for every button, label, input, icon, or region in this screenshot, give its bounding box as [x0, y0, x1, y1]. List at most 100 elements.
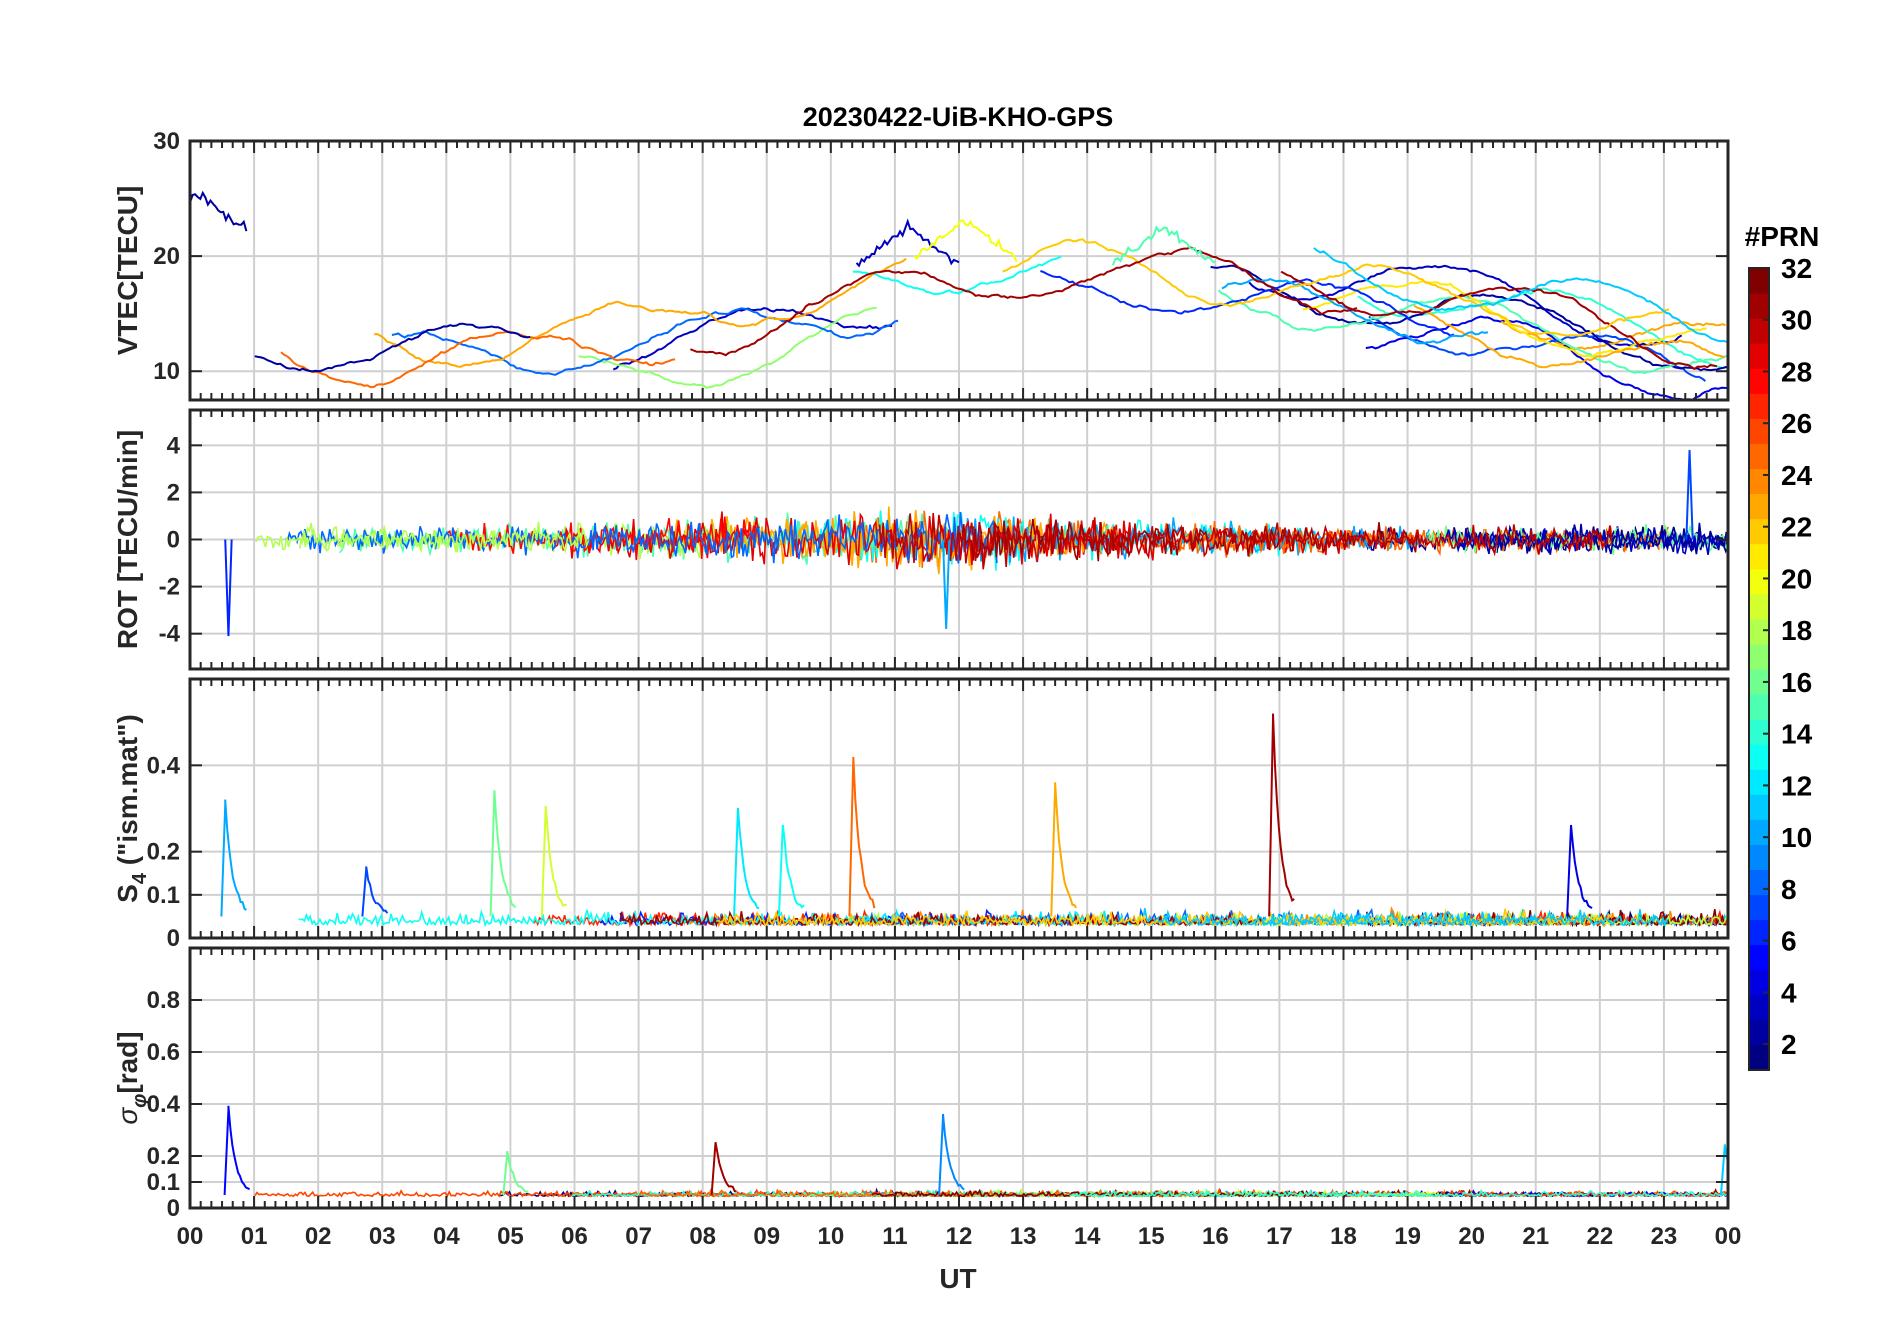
colorbar-segment	[1749, 368, 1769, 394]
x-tick-label: 03	[369, 1223, 396, 1250]
colorbar-segment	[1749, 643, 1769, 670]
rot-spike-line	[1685, 449, 1694, 540]
chart-title: 20230422-UiB-KHO-GPS	[803, 102, 1114, 132]
y-axis-label-s4: S4 ("ism.mat")	[112, 714, 151, 903]
y-tick-label: 0	[167, 1195, 180, 1222]
vtec-series-line	[1221, 278, 1489, 345]
x-tick-label: 16	[1202, 1223, 1229, 1250]
x-tick-label: 06	[561, 1223, 588, 1250]
x-tick-label: 00	[1715, 1223, 1742, 1250]
vtec-series-line	[612, 307, 893, 371]
vtec-series-line	[374, 257, 907, 368]
x-tick-label: 05	[497, 1223, 524, 1250]
x-tick-label: 14	[1074, 1223, 1101, 1250]
tick-marks-sigma_phi	[189, 948, 1729, 1209]
colorbar-tick-label: 28	[1781, 356, 1812, 387]
colorbar-segment	[1749, 543, 1769, 570]
colorbar-segment	[1749, 794, 1769, 820]
y-tick-label: 2	[167, 479, 180, 506]
vtec-peak-line	[190, 190, 248, 232]
x-tick-label: 21	[1522, 1223, 1549, 1250]
sigma_phi-spike-line	[502, 1150, 529, 1196]
colorbar-tick-label: 26	[1781, 408, 1812, 439]
x-tick-label: 10	[817, 1223, 844, 1250]
colorbar-segment	[1749, 568, 1769, 595]
vtec-series-line	[280, 330, 676, 389]
vtec-series-line	[852, 255, 1062, 296]
s4-series-line	[1156, 908, 1668, 928]
vtec-series-line	[1313, 247, 1728, 344]
y-tick-label: 0.4	[147, 752, 181, 779]
colorbar-segment	[1749, 944, 1769, 971]
s4-spike-line	[848, 756, 876, 917]
sigma_phi-series-line	[1069, 1188, 1728, 1198]
y-tick-label: 0	[167, 925, 180, 952]
colorbar-tick-label: 20	[1781, 563, 1812, 594]
sigma_phi-spike-line	[710, 1142, 737, 1196]
colorbar-segment	[1749, 468, 1769, 495]
colorbar-segment	[1749, 819, 1769, 845]
sigma_phi-spike-line	[938, 1113, 965, 1196]
y-tick-label: 0.4	[147, 1091, 181, 1118]
vtec-series-line	[1040, 270, 1455, 337]
s4-spike-line	[540, 805, 567, 917]
colorbar-segment	[1749, 393, 1769, 419]
x-tick-label: 17	[1266, 1223, 1293, 1250]
series-group-vtec	[190, 190, 1728, 400]
vtec-series-line	[1500, 320, 1726, 351]
series-group-rot	[224, 449, 1728, 637]
tick-marks-rot	[189, 410, 1729, 669]
s4-spike-line	[777, 824, 805, 917]
colorbar-tick-label: 30	[1781, 305, 1812, 336]
colorbar-segment	[1749, 1044, 1769, 1071]
y-tick-label: -4	[159, 621, 181, 648]
y-tick-label: 0.6	[147, 1039, 180, 1066]
colorbar-tick-label: 8	[1781, 874, 1797, 905]
s4-spike-line	[489, 790, 517, 917]
series-group-sigma_phi	[223, 1105, 1728, 1199]
rot-spike-line	[941, 539, 951, 630]
colorbar-tick-label: 24	[1781, 460, 1813, 491]
tick-marks-vtec	[189, 140, 1729, 400]
colorbar-tick-label: 32	[1781, 253, 1812, 284]
y-axis-label-vtec: VTEC[TECU]	[112, 186, 143, 356]
colorbar-tick-label: 2	[1781, 1029, 1797, 1060]
colorbar-tick-label: 4	[1781, 977, 1797, 1008]
y-tick-label: 0.1	[147, 1169, 180, 1196]
x-tick-label: 12	[946, 1223, 973, 1250]
colorbar-tick-label: 10	[1781, 822, 1812, 853]
rot-spike-line	[224, 539, 233, 637]
vtec-series-line	[254, 322, 531, 373]
colorbar-segment	[1749, 869, 1769, 896]
s4-spike-line	[361, 866, 389, 917]
sigma_phi-spike-line	[223, 1105, 251, 1196]
x-tick-label: 20	[1458, 1223, 1485, 1250]
panel-sigma_phi: 00.10.2 0.4 0.6 0.8 σφ[rad] 00 01 02 03 04 05 06 07 0…	[112, 946, 1742, 1250]
colorbar-segment	[1749, 844, 1769, 870]
colorbar-segment	[1749, 343, 1769, 369]
colorbar-tick-label: 6	[1781, 926, 1797, 957]
colorbar-tick-label: 18	[1781, 615, 1812, 646]
series-group-s4	[220, 713, 1728, 929]
y-tick-label: 0.2	[147, 1143, 180, 1170]
vtec-peak-line	[913, 219, 1018, 263]
colorbar-segment	[1749, 1019, 1769, 1046]
colorbar-segment	[1749, 769, 1769, 795]
colorbar-segment	[1749, 969, 1769, 996]
rot-series-line	[255, 521, 590, 554]
sigma_phi-spike-line	[1719, 1144, 1728, 1196]
colorbar-title: #PRN	[1745, 221, 1820, 252]
colorbar-segment	[1749, 318, 1769, 344]
x-tick-label: 18	[1330, 1223, 1357, 1250]
colorbar-segment	[1749, 719, 1769, 745]
s4-spike-line	[220, 799, 247, 917]
y-tick-label: 4	[167, 432, 181, 459]
x-tick-label: 08	[689, 1223, 716, 1250]
x-tick-label: 23	[1651, 1223, 1678, 1250]
y-tick-label: 10	[153, 358, 180, 385]
panel-vtec: 10 20 30 VTEC[TECU]	[112, 128, 1730, 402]
y-tick-label: 0.1	[147, 882, 180, 909]
colorbar-segment	[1749, 443, 1769, 469]
